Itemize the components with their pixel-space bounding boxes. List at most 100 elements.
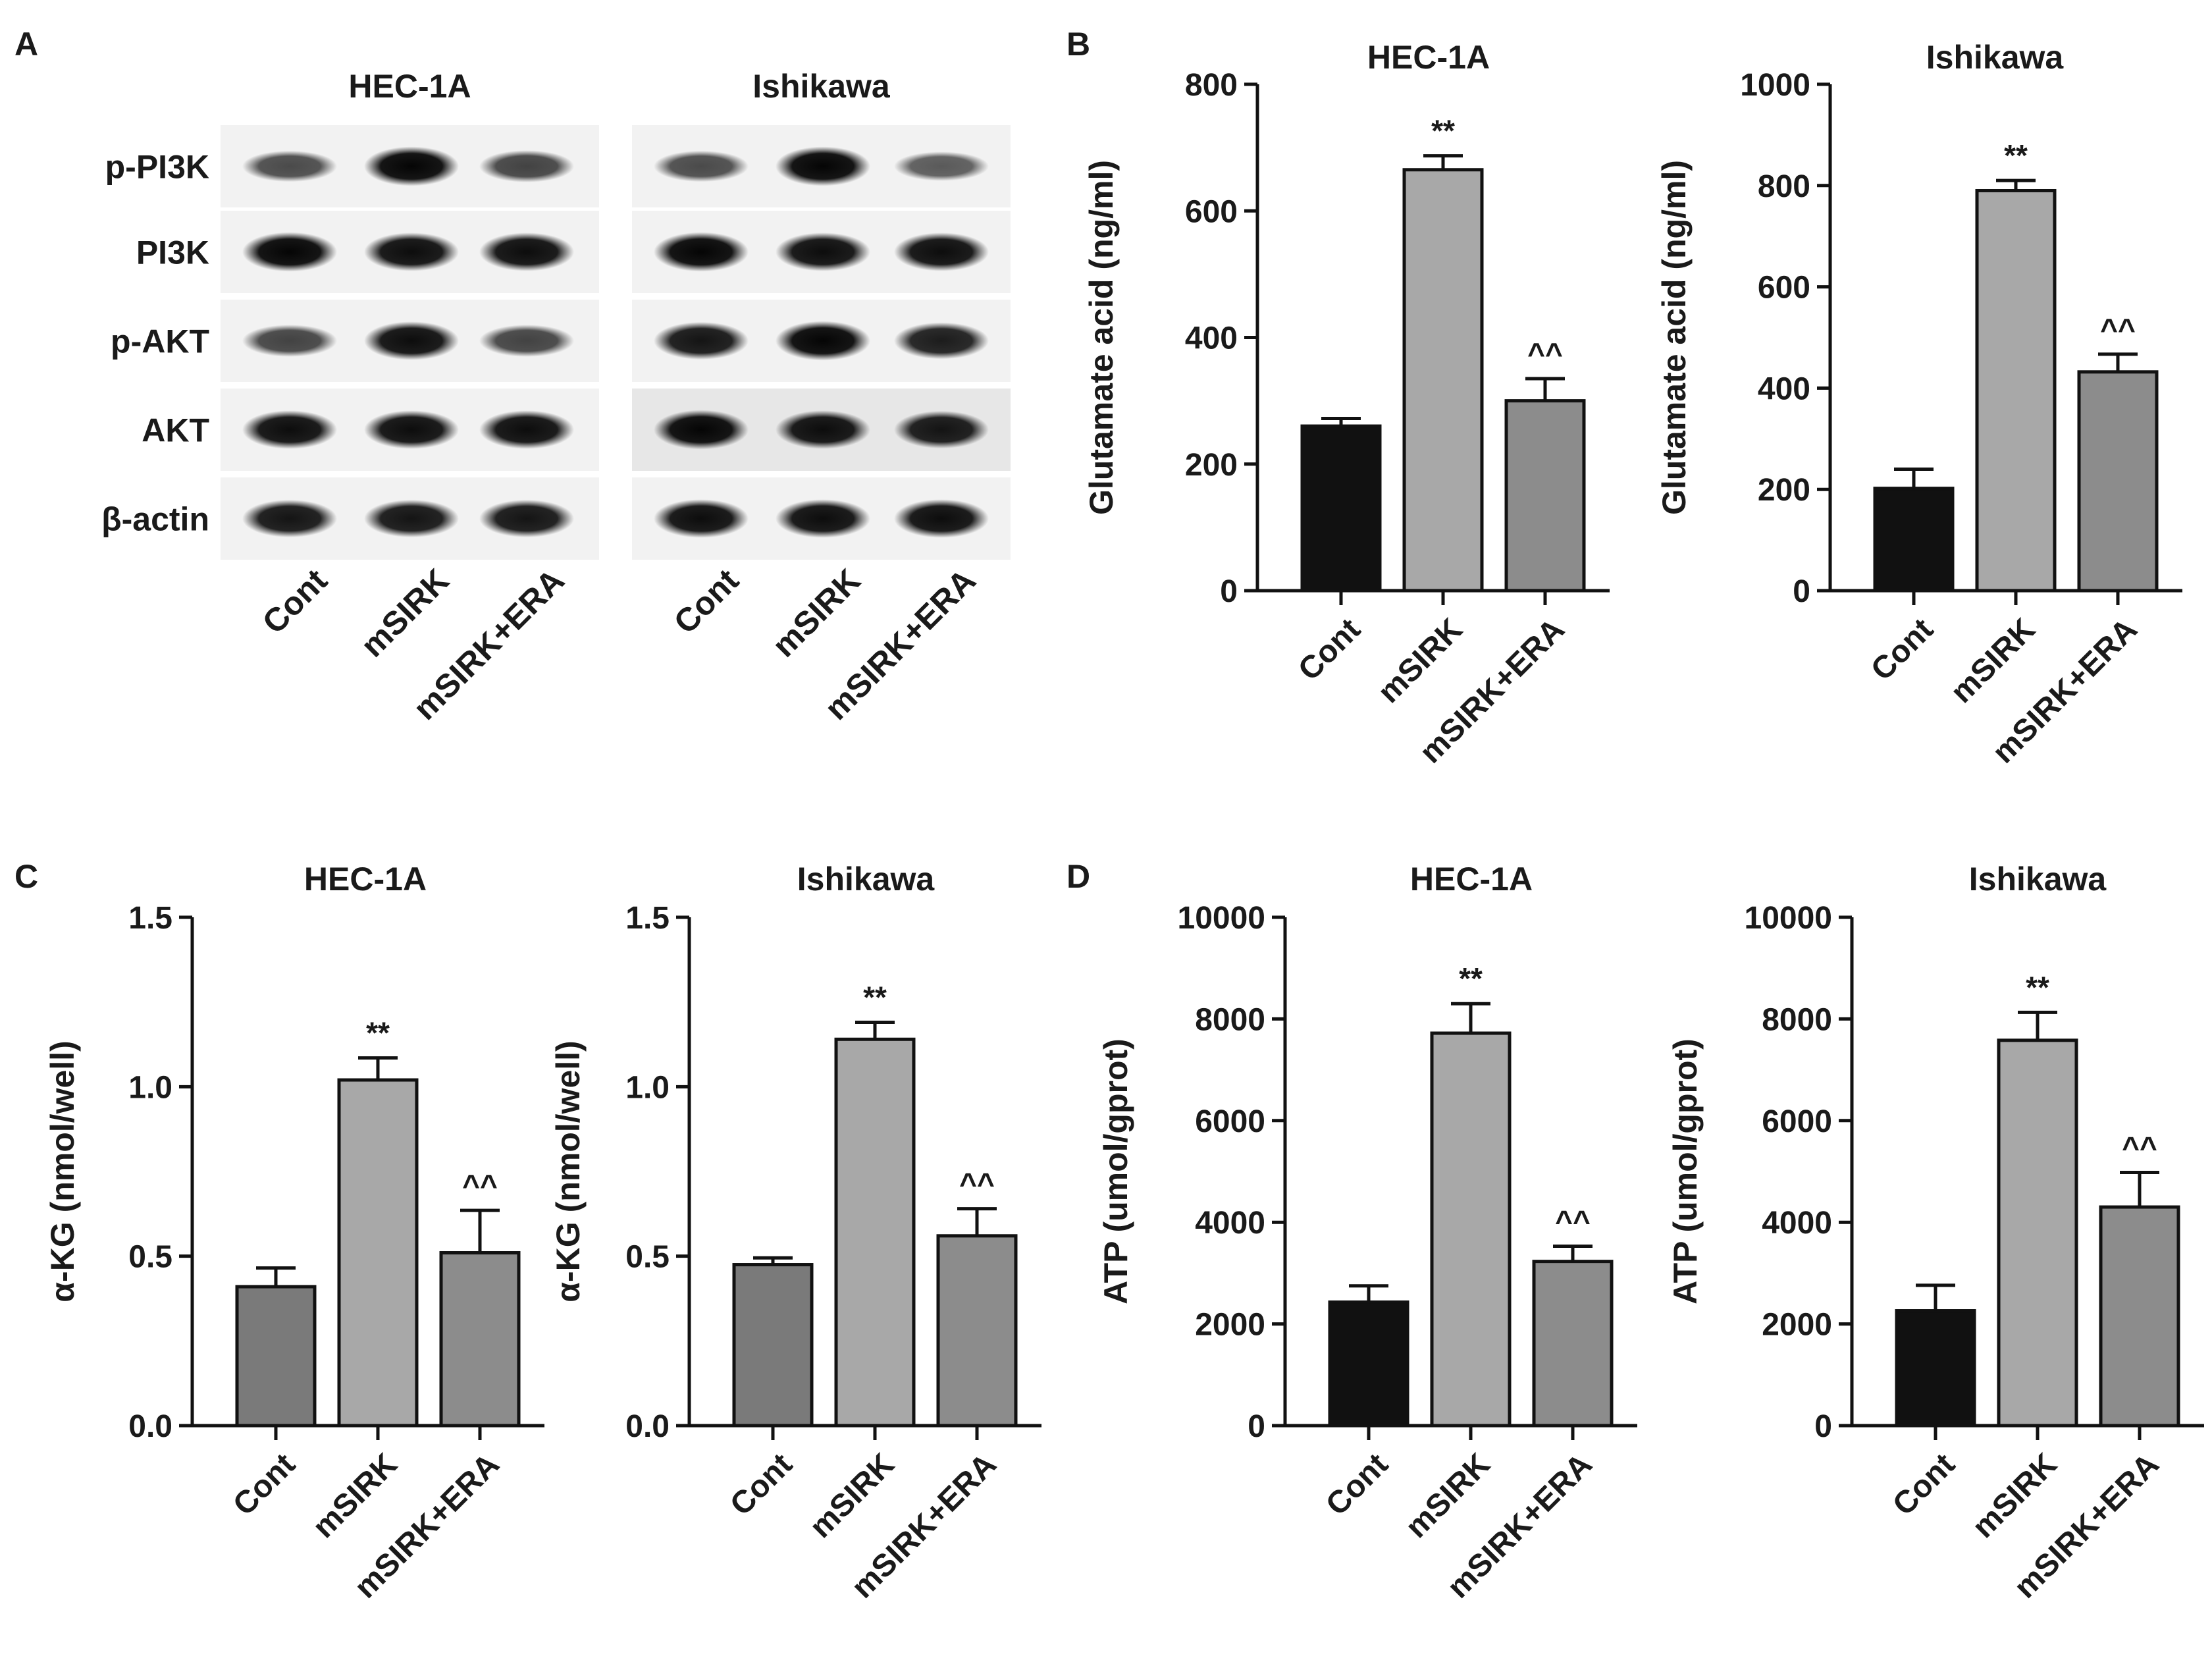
blot-band: [654, 499, 749, 538]
y-tick-label: 8000: [1195, 1002, 1265, 1037]
blot-row-label: AKT: [142, 412, 209, 449]
y-tick-label: 200: [1758, 473, 1810, 508]
y-tick-label: 8000: [1762, 1002, 1832, 1037]
significance-label: ^^: [1555, 1204, 1591, 1238]
x-tick-label: Cont: [1864, 612, 1940, 687]
panel-letter-a: A: [14, 26, 38, 63]
panel-letter-b: B: [1066, 26, 1090, 63]
y-tick-label: 2000: [1762, 1308, 1832, 1343]
blot-band: [776, 321, 870, 361]
y-tick-label: 0.0: [128, 1409, 172, 1444]
blot-band: [479, 150, 574, 182]
y-tick-label: 200: [1185, 448, 1238, 483]
y-axis-label: Glutamate acid (ng/ml): [1656, 160, 1693, 515]
bar: [1975, 188, 2057, 593]
y-axis-label: ATP (umol/gprot): [1667, 1038, 1704, 1304]
bar: [1430, 1031, 1512, 1428]
y-tick-label: 1.5: [128, 901, 172, 936]
blot-band: [654, 321, 749, 360]
bar: [1504, 399, 1586, 593]
blot-band: [894, 232, 989, 271]
blot-band: [242, 499, 337, 538]
bar-chart-b-hec-1a: HEC-1A Glutamate acid (ng/ml) 0 200 400 600 80…: [1083, 39, 1610, 770]
y-axis-label: α-KG (nmol/well): [44, 1040, 81, 1302]
blot-row-label: PI3K: [136, 234, 209, 271]
blot-band: [479, 410, 574, 449]
bar: [1873, 487, 1955, 593]
bar: [235, 1285, 317, 1428]
blot-cell-line-title: Ishikawa: [752, 68, 891, 105]
y-tick-label: 0: [1248, 1409, 1265, 1444]
significance-label: **: [1431, 114, 1455, 148]
x-tick-label: mSIRK: [1371, 612, 1469, 710]
chart-title: HEC-1A: [1367, 39, 1490, 76]
bar: [1328, 1300, 1409, 1428]
y-tick-label: 2000: [1195, 1308, 1265, 1343]
bar: [337, 1078, 419, 1428]
significance-label: **: [863, 980, 887, 1015]
blot-band: [479, 325, 574, 357]
y-tick-label: 1.0: [625, 1070, 670, 1105]
blot-band: [364, 410, 459, 449]
y-tick-label: 10000: [1178, 901, 1265, 936]
x-tick-label: mSIRK: [1399, 1447, 1497, 1545]
x-tick-label: Cont: [1319, 1447, 1395, 1522]
x-tick-label: Cont: [724, 1447, 799, 1522]
x-tick-label: Cont: [226, 1447, 302, 1522]
bar: [1300, 424, 1382, 593]
significance-label: **: [2026, 970, 2049, 1004]
y-tick-label: 400: [1758, 371, 1810, 406]
bar-chart-b-ishikawa: Ishikawa Glutamate acid (ng/ml) 0 200 400 600…: [1656, 39, 2182, 770]
y-tick-label: 4000: [1195, 1206, 1265, 1241]
bar: [2099, 1205, 2180, 1428]
chart-title: HEC-1A: [1410, 861, 1533, 898]
chart-title: Ishikawa: [1969, 861, 2107, 898]
x-tick-label: mSIRK: [1944, 612, 2042, 710]
blot-band: [894, 151, 989, 181]
bar-chart-c-ishikawa: Ishikawa α-KG (nmol/well) 0.0 0.5 1.0 1.5 Cont…: [550, 861, 1041, 1605]
blot-band: [479, 232, 574, 271]
blot-band: [242, 150, 337, 182]
y-tick-label: 1000: [1740, 68, 1810, 103]
bar: [732, 1263, 814, 1428]
x-tick-label: mSIRK: [803, 1447, 901, 1545]
x-tick-label: mSIRK: [306, 1447, 404, 1545]
panel-letter-c: C: [14, 858, 38, 895]
bar: [834, 1037, 916, 1428]
y-tick-label: 0: [1793, 574, 1810, 609]
blot-row-label: p-AKT: [111, 323, 209, 360]
y-tick-label: 0.5: [128, 1240, 172, 1275]
blot-band: [364, 146, 459, 186]
significance-label: ^^: [462, 1168, 498, 1202]
y-tick-label: 400: [1185, 321, 1238, 356]
y-tick-label: 1.5: [625, 901, 670, 936]
bar-chart-c-hec-1a: HEC-1A α-KG (nmol/well) 0.0 0.5 1.0 1.5 Cont **…: [44, 861, 544, 1605]
x-tick-label: mSIRK: [1966, 1447, 2064, 1545]
y-tick-label: 4000: [1762, 1206, 1832, 1241]
blot-band: [776, 146, 870, 186]
y-axis-label: ATP (umol/gprot): [1097, 1038, 1134, 1304]
bar-chart-panels: HEC-1A Glutamate acid (ng/ml) 0 200 400 600 80…: [44, 39, 2204, 1605]
blot-band: [242, 325, 337, 357]
significance-label: ^^: [1527, 336, 1563, 371]
bar: [1895, 1309, 1976, 1428]
y-tick-label: 10000: [1745, 901, 1832, 936]
blot-band: [894, 499, 989, 538]
chart-title: Ishikawa: [1926, 39, 2065, 76]
blot-lane-label: mSIRK: [354, 562, 456, 664]
blot-band: [776, 499, 870, 538]
blot-band: [364, 321, 459, 360]
blot-row-label: p-PI3K: [105, 149, 209, 186]
bar: [2077, 370, 2159, 593]
blot-band: [364, 499, 459, 538]
y-tick-label: 1.0: [128, 1070, 172, 1105]
panel-letters: A B C D: [14, 26, 1090, 895]
blot-band: [479, 499, 574, 538]
blot-cell-line-title: HEC-1A: [348, 68, 471, 105]
y-tick-label: 600: [1758, 271, 1810, 306]
bar-chart-d-hec-1a: HEC-1A ATP (umol/gprot) 0 2000 4000 6000 8000 1…: [1097, 861, 1637, 1605]
y-tick-label: 800: [1185, 68, 1238, 103]
blot-band: [654, 410, 749, 450]
blot-band: [776, 232, 870, 271]
x-tick-label: Cont: [1292, 612, 1367, 687]
